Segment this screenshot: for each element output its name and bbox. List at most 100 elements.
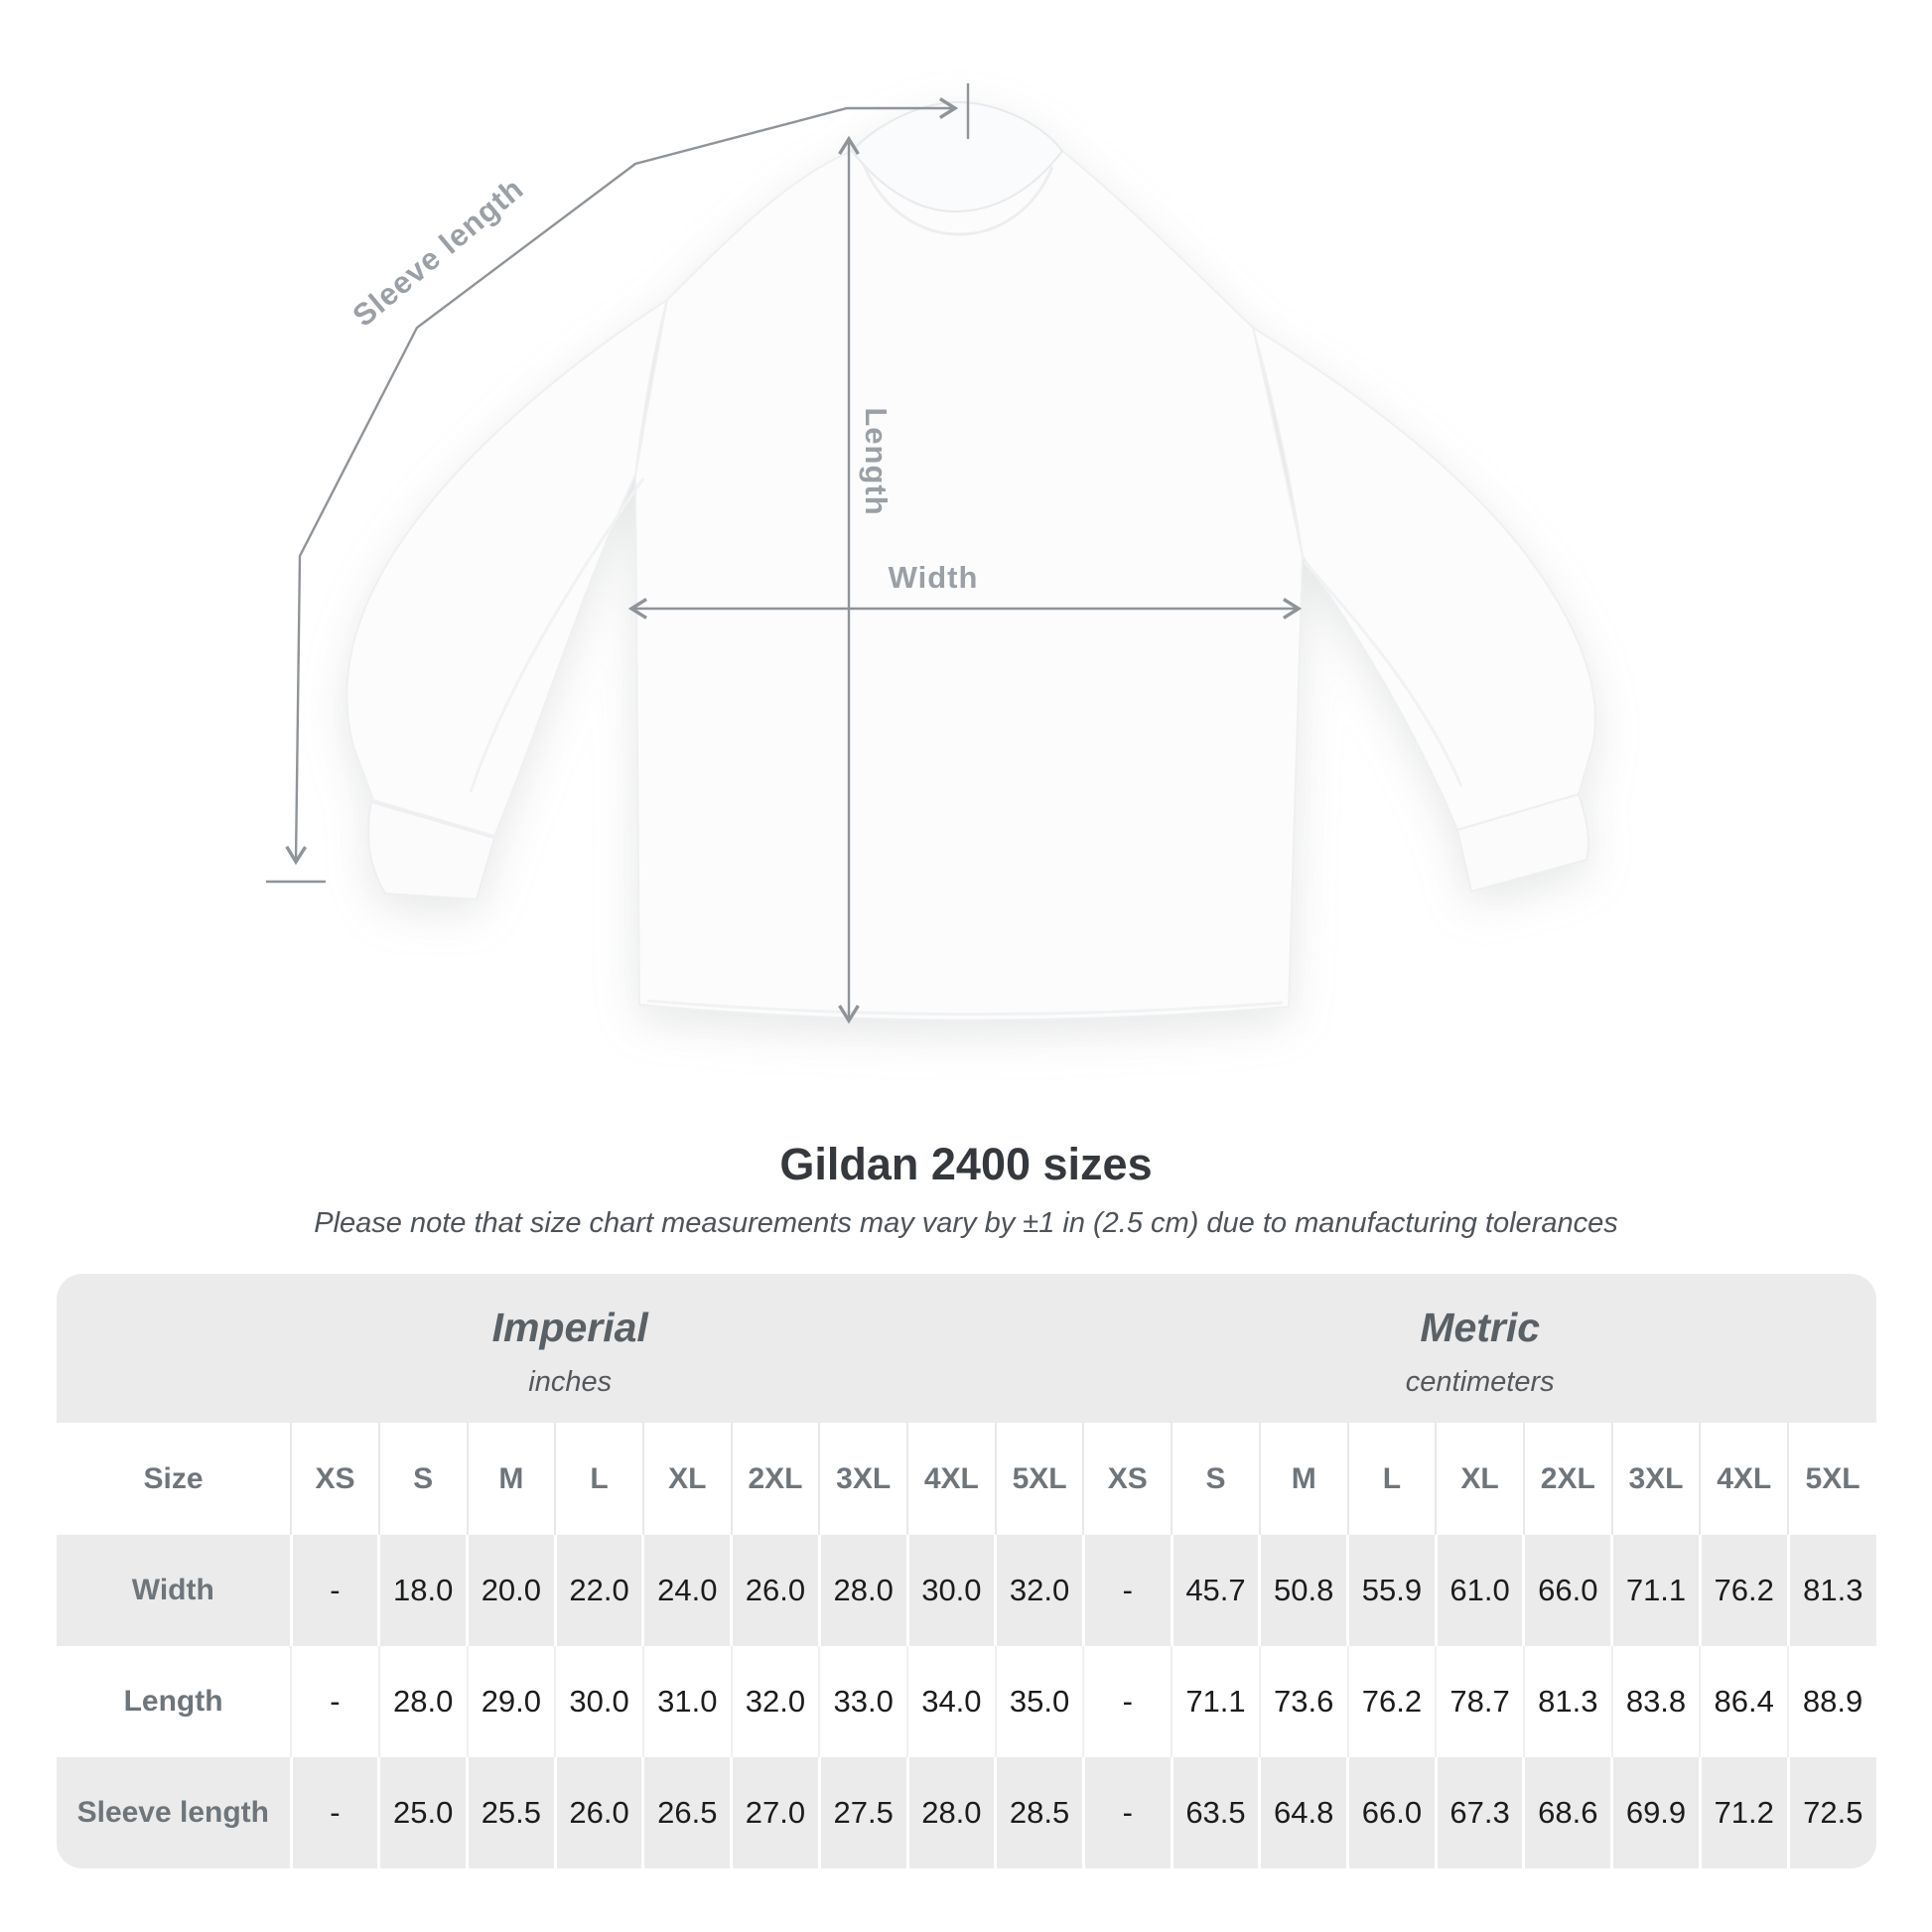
size-table: Imperial inches Metric centimeters Size XS S M L… [57, 1274, 1876, 1868]
value-cell-imperial: 30.0 [905, 1535, 996, 1646]
value-cell-imperial: 24.0 [641, 1535, 732, 1646]
value-cell-metric: 83.8 [1610, 1646, 1701, 1757]
size-col-header: XS [290, 1423, 379, 1535]
value-cell-metric: 71.1 [1171, 1646, 1260, 1757]
unit-group-label: Metric [1420, 1304, 1541, 1350]
value-cell-imperial: 28.0 [817, 1535, 908, 1646]
size-col-header: XL [1435, 1423, 1524, 1535]
value-cell-metric: 76.2 [1346, 1646, 1437, 1757]
measurement-row: Length -28.0 29.0 30.0 31.0 32.0 33.0 34.0 35.0-… [57, 1646, 1876, 1757]
value-cell-metric: 86.4 [1699, 1646, 1789, 1757]
value-cell-imperial: 28.0 [377, 1646, 468, 1757]
size-col-header: 3XL [1610, 1423, 1701, 1535]
shirt-left-sleeve [345, 297, 669, 838]
value-cell-imperial: 32.0 [994, 1535, 1084, 1646]
value-cell-metric: 72.5 [1786, 1757, 1876, 1868]
size-col-header: 2XL [1522, 1423, 1612, 1535]
value-cell-metric: 73.6 [1258, 1646, 1348, 1757]
value-cell-imperial: 28.0 [905, 1757, 996, 1868]
value-cell-imperial: - [289, 1535, 379, 1646]
size-col-header: M [466, 1423, 556, 1535]
value-cell-metric: 64.8 [1258, 1757, 1348, 1868]
sleeve-length-label: Sleeve length [345, 171, 530, 334]
value-cell-imperial: 25.0 [377, 1757, 468, 1868]
value-cell-imperial: 34.0 [906, 1646, 996, 1757]
size-col-header: L [554, 1423, 643, 1535]
size-col-header: XL [641, 1423, 732, 1535]
value-cell-metric: 61.0 [1434, 1535, 1524, 1646]
value-cell-metric: 66.0 [1346, 1757, 1437, 1868]
value-cell-metric: - [1081, 1757, 1173, 1868]
value-cell-imperial: 26.5 [641, 1757, 732, 1868]
unit-group-metric: Metric centimeters [1083, 1274, 1876, 1423]
value-cell-metric: 81.3 [1786, 1535, 1876, 1646]
value-cell-imperial: 28.5 [994, 1757, 1084, 1868]
unit-group-sublabel: inches [528, 1365, 613, 1398]
size-col-header: 4XL [1699, 1423, 1789, 1535]
sleeve-length-line [285, 97, 959, 866]
value-cell-imperial: 20.0 [466, 1535, 556, 1646]
value-cell-imperial: 30.0 [554, 1646, 643, 1757]
value-cell-imperial: 32.0 [730, 1646, 820, 1757]
unit-group-row: Imperial inches Metric centimeters [57, 1274, 1876, 1423]
fold-line-right [1303, 560, 1463, 787]
value-cell-metric: - [1081, 1535, 1173, 1646]
size-col-header: M [1258, 1423, 1348, 1535]
value-cell-metric: 81.3 [1522, 1646, 1612, 1757]
row-label: Sleeve length [76, 1796, 269, 1829]
unit-group-sublabel: centimeters [1405, 1365, 1555, 1398]
value-cell-imperial: 35.0 [994, 1646, 1084, 1757]
value-cell-imperial: 33.0 [818, 1646, 908, 1757]
value-cell-imperial: 22.0 [553, 1535, 643, 1646]
value-cell-metric: 67.3 [1434, 1757, 1524, 1868]
value-cell-metric: - [1082, 1646, 1173, 1757]
value-cell-imperial: 31.0 [641, 1646, 732, 1757]
value-cell-imperial: - [289, 1757, 379, 1868]
value-cell-imperial: 25.5 [466, 1757, 556, 1868]
value-cell-metric: 71.1 [1610, 1535, 1701, 1646]
value-cell-imperial: 26.0 [730, 1535, 820, 1646]
width-label: Width [889, 560, 979, 595]
value-cell-metric: 63.5 [1170, 1757, 1260, 1868]
size-col-header: S [1171, 1423, 1260, 1535]
row-label: Length [57, 1646, 292, 1757]
value-cell-imperial: 26.0 [553, 1757, 643, 1868]
size-header-row: Size XS S M L XL 2XL 3XL 4XL 5XL XS S M L XL 2XL 3XL 4XL 5… [57, 1423, 1876, 1535]
size-col-header: 2XL [730, 1423, 820, 1535]
row-label: Width [131, 1574, 214, 1606]
size-col-header: S [377, 1423, 468, 1535]
size-col-header: 5XL [994, 1423, 1084, 1535]
shirt-right-cuff [1455, 792, 1589, 894]
value-cell-metric: 71.2 [1698, 1757, 1789, 1868]
size-col-header: 4XL [906, 1423, 996, 1535]
value-cell-metric: 78.7 [1435, 1646, 1524, 1757]
unit-group-imperial: Imperial inches [57, 1274, 1083, 1423]
shirt-right-sleeve [1251, 325, 1596, 832]
value-cell-metric: 50.8 [1258, 1535, 1348, 1646]
size-col-header: XS [1082, 1423, 1173, 1535]
value-cell-metric: 55.9 [1346, 1535, 1437, 1646]
size-table-container: Imperial inches Metric centimeters Size XS S M L… [57, 1274, 1876, 1868]
tolerance-note: Please note that size chart measurements… [314, 1207, 1618, 1239]
value-cell-imperial: 29.0 [466, 1646, 556, 1757]
value-cell-metric: 69.9 [1610, 1757, 1701, 1868]
size-column-header: Size [57, 1423, 292, 1535]
measurement-row: Sleeve length -25.0 25.5 26.0 26.5 27.0 27.5 28… [57, 1757, 1876, 1868]
value-cell-metric: 68.6 [1522, 1757, 1612, 1868]
value-cell-imperial: 27.5 [817, 1757, 908, 1868]
fold-line-hem [646, 999, 1284, 1017]
value-cell-metric: 76.2 [1698, 1535, 1789, 1646]
value-cell-metric: 88.9 [1787, 1646, 1876, 1757]
value-cell-metric: 66.0 [1522, 1535, 1612, 1646]
size-col-header: 3XL [818, 1423, 908, 1535]
size-col-header: L [1346, 1423, 1437, 1535]
measurement-row: Width -18.0 20.0 22.0 24.0 26.0 28.0 30.0 32.0-4… [57, 1535, 1876, 1646]
value-cell-imperial: 27.0 [730, 1757, 820, 1868]
page-title: Gildan 2400 sizes [779, 1139, 1153, 1189]
value-cell-imperial: - [290, 1646, 379, 1757]
length-label: Length [859, 407, 894, 515]
value-cell-imperial: 18.0 [377, 1535, 468, 1646]
size-col-header: 5XL [1787, 1423, 1876, 1535]
value-cell-metric: 45.7 [1170, 1535, 1260, 1646]
